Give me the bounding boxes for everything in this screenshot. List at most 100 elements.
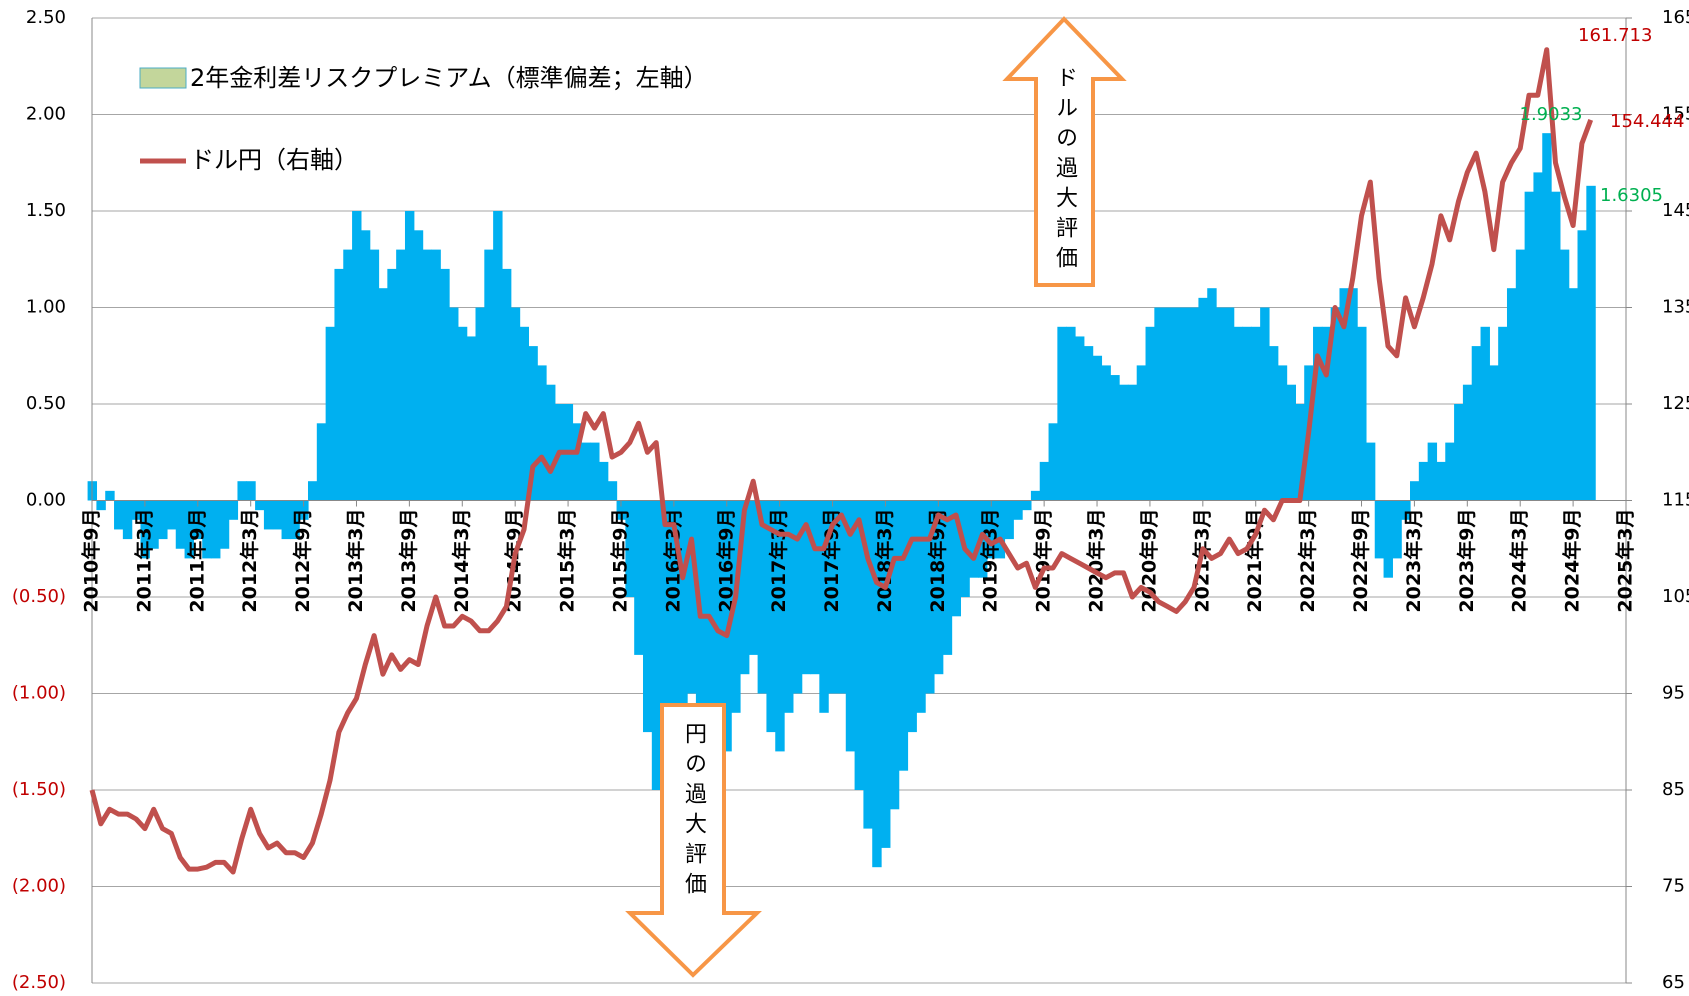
area-bar: [1330, 307, 1341, 501]
y-tick-label: 0.50: [26, 393, 66, 414]
area-bar: [299, 500, 309, 520]
area-bar: [440, 268, 450, 501]
area-bar: [625, 500, 635, 597]
area-bar: [1551, 191, 1561, 501]
area-bar: [466, 336, 477, 501]
area-bar: [651, 500, 662, 790]
x-tick-label: 2012年9月: [291, 509, 314, 613]
area-bar: [1013, 500, 1023, 520]
x-tick-label: 2015年9月: [608, 509, 631, 613]
area-bar: [519, 326, 529, 501]
area-bar: [404, 211, 415, 501]
area-bar: [105, 490, 115, 501]
area-bar: [907, 500, 917, 733]
area-bar: [1295, 404, 1305, 501]
area-bar: [96, 500, 106, 511]
y-tick-label: (1.00): [12, 683, 66, 704]
area-bar: [1224, 307, 1235, 501]
area-bar: [510, 307, 521, 501]
area-bar: [184, 500, 194, 559]
area-bar: [281, 500, 291, 540]
x-tick-label: 2011年3月: [132, 509, 155, 613]
area-bar: [1313, 326, 1323, 501]
area-bar: [228, 500, 239, 520]
x-tick-label: 2018年3月: [873, 509, 896, 613]
x-tick-label: 2023年3月: [1402, 509, 1425, 613]
area-bar: [537, 365, 547, 501]
area-bar: [263, 500, 274, 530]
area-bar: [616, 500, 626, 520]
area-bar: [1136, 365, 1147, 501]
area-bar: [449, 307, 459, 501]
y-tick-label: 0.00: [26, 490, 66, 511]
area-bar: [1365, 442, 1376, 501]
y2-tick-label: 115: [1662, 490, 1689, 511]
area-bar: [1039, 461, 1050, 501]
area-bar: [1498, 326, 1508, 501]
x-tick-label: 2013年3月: [344, 509, 367, 613]
area-bar: [678, 500, 688, 733]
area-bar: [158, 500, 168, 540]
area-bar: [1127, 384, 1138, 501]
area-bar: [211, 500, 221, 559]
area-bar: [325, 326, 336, 501]
area-bar: [828, 500, 838, 694]
area-bar: [255, 500, 265, 511]
area-bar: [1568, 288, 1579, 501]
area-bar: [1171, 307, 1182, 501]
area-bar: [1462, 384, 1473, 501]
area-bar: [889, 500, 900, 810]
area-bar: [748, 500, 759, 655]
area-bar: [951, 500, 961, 617]
area-bar: [713, 500, 723, 771]
x-tick-label: 2022年3月: [1296, 509, 1319, 613]
area-bar: [590, 442, 600, 501]
area-bar: [1119, 384, 1129, 501]
area-bar: [1101, 365, 1111, 501]
area-bar: [581, 442, 591, 501]
area-bar: [528, 346, 538, 501]
area-bar: [669, 500, 679, 713]
area-bar: [1154, 307, 1164, 501]
area-bar: [1074, 336, 1085, 501]
y2-tick-label: 95: [1662, 683, 1685, 704]
area-bar: [1233, 326, 1244, 501]
area-bar: [969, 500, 979, 578]
area-bar: [1180, 307, 1191, 501]
x-tick-label: 2025年3月: [1614, 509, 1637, 613]
area-bar: [925, 500, 935, 694]
area-bar: [995, 500, 1006, 559]
y-tick-label: (0.50): [12, 586, 66, 607]
area-bar: [1110, 375, 1120, 501]
annotation: 1.6305: [1600, 185, 1663, 206]
x-tick-label: 2017年3月: [767, 509, 790, 613]
legend-swatch: [139, 67, 187, 89]
area-bar: [316, 423, 327, 501]
y2-tick-label: 75: [1662, 876, 1685, 897]
legend-label: ドル円（右軸）: [190, 146, 358, 174]
x-tick-label: 2010年9月: [80, 509, 103, 613]
area-bar: [501, 268, 512, 501]
area-bar: [801, 500, 812, 675]
area-bar: [836, 500, 847, 694]
area-bar: [1339, 288, 1349, 501]
area-bar: [845, 500, 856, 752]
area-bar: [1542, 133, 1552, 501]
area-bar: [1145, 326, 1155, 501]
area-bar: [1374, 500, 1385, 559]
x-tick-label: 2023年9月: [1455, 509, 1478, 613]
y2-tick-label: 65: [1662, 972, 1685, 993]
arrow-down: [625, 703, 762, 978]
area-bar: [1260, 307, 1270, 501]
line: [89, 47, 1594, 875]
y-tick-label: (2.00): [12, 876, 66, 897]
area-bar: [660, 500, 671, 752]
area-bar: [413, 230, 424, 501]
x-tick-label: 2013年9月: [397, 508, 420, 612]
area-bar: [1057, 326, 1067, 501]
area-bar: [1454, 404, 1464, 501]
area-bar: [457, 326, 468, 501]
area-bar: [493, 211, 503, 501]
area-bar: [1198, 297, 1208, 501]
area-bar: [202, 500, 212, 559]
